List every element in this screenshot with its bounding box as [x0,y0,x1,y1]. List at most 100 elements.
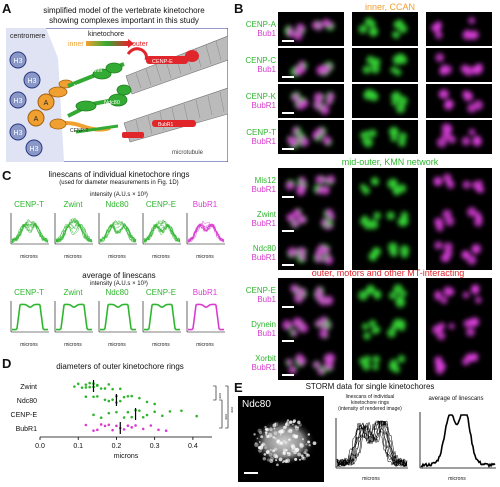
dot-plot-point [84,386,88,389]
microscopy-tile [352,84,418,118]
linescan-plot [98,301,137,333]
scale-bar [282,76,294,78]
inner-ccan-title: inner, CCAN [364,2,416,12]
dot-plot-point [161,414,164,418]
panel-a-title-line1: simplified model of the vertebrate kinet… [43,6,205,15]
dot-plot-point [107,411,111,415]
microscopy-tile [352,120,418,154]
dot-plot-point [103,398,107,402]
row-label-2: CENP-K BubR1 [234,92,276,110]
linescan-xlabel: microns [196,254,214,260]
linescan-xlabel: microns [108,342,126,348]
linescan-protein-label: Zwint [63,200,83,209]
dot-plot-point [76,382,80,386]
microscopy-tile [426,236,492,270]
microscopy-tile [278,312,344,346]
h3-label-2: H3 [28,78,37,85]
panel-d-letter: D [2,356,12,371]
microscopy-tile [426,312,492,346]
row-label-bottom: BubR1 [251,185,276,194]
storm-linescan-xlabel: microns [362,476,380,482]
panel-c-avg-title: average of linescans [82,271,156,280]
row-label-8: Dynein Bub1 [234,320,276,338]
dot-plot-tick-label: 0.0 [35,443,45,450]
h3-label-5: H3 [30,146,39,153]
avg-linescan-zwint: Zwint microns [52,288,94,348]
avg-linescan-cenp-e: CENP-E microns [140,288,182,348]
linescan-xlabel: microns [20,342,38,348]
dot-plot-point [111,387,114,391]
kmn-network-title: mid-outer, KMN network [341,157,439,167]
inner-outer-gradient-arrow [86,41,128,46]
microscopy-tile [352,48,418,82]
microscopy-tile [352,202,418,236]
dot-plot-point [80,386,84,389]
outer-motors-title: outer, motors and other MT-interacting [311,268,465,278]
inner-label: inner [68,41,84,48]
linescan-cenp-e: CENP-E microns [140,200,182,260]
kinetochore-model-diagram: H3 H3 H3 H3 H3 A A ce [6,28,228,162]
dot-plot-point [153,402,156,406]
linescan-plot [10,213,49,245]
microscopy-tile [426,346,492,380]
dot-plot-point [130,394,134,398]
dot-plot-point [122,428,126,431]
panel-a-title-line2: showing complexes important in this stud… [49,16,199,25]
linescan-protein-label: CENP-T [14,288,44,297]
linescan-cenp-t: CENP-T microns [8,200,50,260]
dot-plot-category-label: Ndc80 [17,398,37,405]
centromere-label: centromere [10,33,46,40]
ndc80-label: Ndc80 [104,100,120,106]
linescan-plot [142,213,181,245]
cenp-e-label: CENP-E [152,59,173,65]
row-label-bottom: Bub1 [257,329,276,338]
dot-plot-point [111,428,114,432]
linescan-row: CENP-T microns Zwint microns Ndc80 microns CEN… [8,200,228,260]
h3-label-4: H3 [14,130,23,137]
dot-plot-point [103,387,107,390]
scale-bar [282,148,294,150]
storm-individual-linescans [335,418,408,469]
dot-plot-point [130,415,134,419]
linescan-plot [142,301,181,333]
kinetochore-label: kinetochore [88,31,124,38]
linescan-xlabel: microns [108,254,126,260]
microscopy-tile [278,48,344,82]
dot-plot-point [164,429,168,433]
diameter-dot-plot: Zwint Ndc80 CENP-E BubR1 0.0 0.1 0.2 0.3 0.4 micr… [11,380,233,460]
microscopy-tile [426,120,492,154]
panel-c-avg-intensity-label: intensity (A.U.s × 10³) [90,281,148,287]
dot-plot-point [92,395,95,399]
microscopy-tile [278,202,344,236]
dot-plot-point [99,387,103,390]
dot-plot-point [84,423,88,427]
kmn-network-proteins [67,62,132,134]
avgscan-row: CENP-T microns Zwint microns Ndc80 microns CEN… [8,288,228,348]
dot-plot-point [130,426,134,429]
outer-label: outer [132,41,149,48]
storm-linescan-title-1: linescans of individual [345,394,395,400]
microscopy-tile [352,12,418,46]
scale-bar [282,306,294,308]
h3-label-1: H3 [14,58,23,65]
panel-a-title: simplified model of the vertebrate kinet… [14,6,234,26]
panel-a-letter: A [2,1,12,16]
dot-plot-point [195,414,199,418]
row-label-top: Mis12 [254,176,276,185]
avg-linescan-cenp-t: CENP-T microns [8,288,50,348]
row-label-bottom: Bub1 [257,29,276,38]
dot-plot-point [103,424,107,428]
panel-c-title-line1: linescans of individual kinetochore ring… [48,170,190,179]
dot-plot-point [153,410,156,414]
linescan-xlabel: microns [64,254,82,260]
dot-plot-category-label: Zwint [20,384,37,391]
row-label-top: CENP-E [245,286,276,295]
microscopy-tile [426,84,492,118]
storm-image: Ndc80 [238,396,324,482]
linescan-plot [54,213,93,245]
microscopy-tile [278,12,344,46]
significance-marker: *** [221,414,227,420]
dot-plot-category-label: CENP-E [11,412,38,419]
cenpa-label-2: A [34,116,39,123]
row-label-bottom: BubR1 [251,137,276,146]
